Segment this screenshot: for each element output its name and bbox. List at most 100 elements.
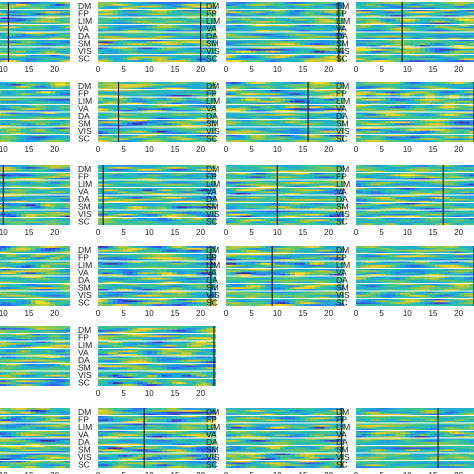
heatmap-cell: [132, 138, 138, 141]
heatmap-cell: [25, 95, 32, 98]
heatmap-cell: [260, 13, 266, 16]
heatmap-cell: [289, 37, 296, 40]
heatmap-cell: [147, 41, 153, 44]
heatmap-cell: [324, 45, 330, 48]
heatmap-cell: [429, 11, 436, 14]
heatmap-cell: [40, 102, 47, 105]
heatmap-cell: [415, 33, 421, 37]
heatmap-cell: [334, 32, 340, 35]
heatmap-cell: [0, 112, 2, 115]
heatmap-cell: [245, 28, 252, 31]
heatmap-cell: [30, 50, 37, 54]
heatmap-cell: [319, 47, 325, 50]
heatmap-cell: [400, 35, 406, 39]
heatmap-cell: [334, 41, 340, 44]
heatmap-cell: [299, 41, 306, 44]
heatmap-cell: [98, 130, 104, 134]
heatmap-cell: [464, 20, 470, 24]
heatmap-cell: [280, 33, 286, 37]
heatmap-cell: [107, 119, 114, 122]
heatmap-cell: [50, 138, 56, 141]
heatmap-cell: [171, 83, 178, 87]
heatmap-cell: [211, 134, 216, 137]
heatmap-cell: [122, 58, 129, 61]
heatmap-cell: [275, 52, 281, 55]
x-tick-label: 5: [121, 65, 126, 74]
heatmap-cell: [11, 117, 17, 120]
heatmap-cell: [35, 130, 42, 134]
heatmap-cell: [260, 97, 266, 100]
heatmap-cell: [65, 138, 70, 141]
heatmap-cell: [329, 89, 335, 92]
heatmap-cell: [235, 11, 242, 14]
heatmap-cell: [176, 5, 183, 9]
heatmap-cell: [15, 95, 22, 98]
x-tick-label: 20: [50, 65, 59, 74]
heatmap-cell: [230, 89, 237, 92]
heatmap-cell: [206, 20, 212, 24]
heatmap-cell: [334, 43, 340, 46]
heatmap-cell: [102, 26, 109, 29]
heatmap-cell: [211, 26, 216, 29]
heatmap-cell: [55, 98, 61, 102]
heatmap-cell: [329, 9, 335, 12]
heatmap-cell: [25, 119, 32, 122]
heatmap-cell: [211, 128, 216, 132]
heatmap-cell: [60, 39, 66, 42]
heatmap-cell: [45, 127, 51, 130]
heatmap-cell: [309, 95, 316, 98]
heatmap-cell: [410, 39, 416, 42]
heatmap-cell: [439, 3, 446, 7]
heatmap-cell: [152, 17, 158, 20]
heatmap-cell: [265, 41, 271, 44]
heatmap-cell: [20, 87, 27, 90]
heatmap-cell: [1, 138, 7, 141]
heatmap-cell: [35, 89, 42, 92]
heatmap-cell: [294, 93, 301, 96]
heatmap-cell: [206, 37, 212, 40]
heatmap-cell: [45, 119, 51, 122]
heatmap-cell: [152, 98, 158, 102]
heatmap-cell: [25, 39, 32, 42]
heatmap-cell: [201, 30, 207, 33]
heatmap-cell: [171, 123, 178, 126]
heatmap-cell: [127, 20, 134, 24]
heatmap-cell: [127, 115, 134, 119]
heatmap-cell: [40, 89, 47, 92]
heatmap-cell: [147, 82, 153, 85]
heatmap-cell: [147, 20, 153, 24]
heatmap-cell: [122, 15, 129, 18]
heatmap-cell: [226, 58, 232, 61]
heatmap-cell: [314, 58, 321, 61]
heatmap-cell: [1, 132, 7, 135]
heatmap-cell: [464, 9, 470, 12]
heatmap-cell: [181, 22, 188, 25]
heatmap-cell: [449, 26, 455, 29]
heatmap-cell: [102, 2, 109, 5]
heatmap-cell: [35, 113, 42, 117]
heatmap-cell: [127, 108, 134, 111]
heatmap-cell: [245, 100, 252, 104]
heatmap-cell: [206, 85, 212, 89]
heatmap-cell: [0, 20, 2, 24]
heatmap-cell: [30, 138, 37, 141]
heatmap-cell: [370, 56, 377, 59]
heatmap-cell: [142, 123, 148, 126]
heatmap-cell: [147, 117, 153, 120]
heatmap-cell: [181, 117, 188, 120]
heatmap-cell: [55, 22, 61, 25]
heatmap-cell: [191, 93, 197, 96]
heatmap-cell: [454, 54, 460, 57]
heatmap-cell: [186, 106, 193, 109]
heatmap-cell: [400, 5, 406, 9]
heatmap-cell: [211, 28, 216, 31]
heatmap-cell: [469, 2, 474, 5]
heatmap-cell: [309, 2, 316, 5]
heatmap-cell: [395, 11, 401, 14]
heatmap-cell: [152, 37, 158, 40]
heatmap-cell: [370, 33, 377, 37]
heatmap-cell: [339, 83, 344, 87]
heatmap-cell: [35, 47, 42, 50]
heatmap-cell: [122, 37, 129, 40]
heatmap-cell: [206, 54, 212, 57]
